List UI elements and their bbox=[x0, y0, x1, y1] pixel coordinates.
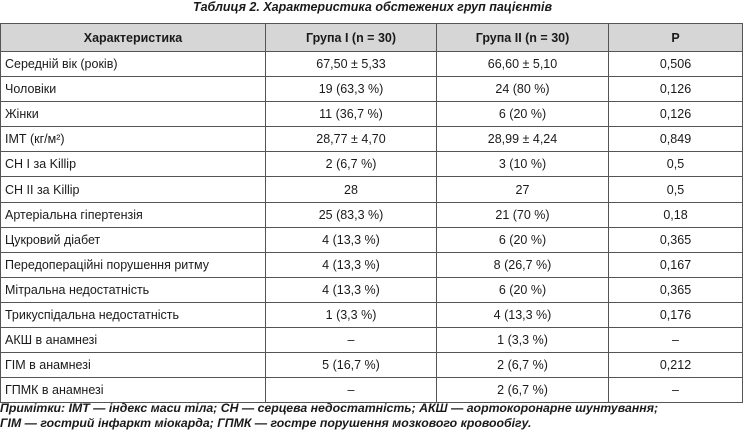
table-row: ІМТ (кг/м²) 28,77 ± 4,70 28,99 ± 4,24 0,… bbox=[0, 126, 743, 153]
p-value: 0,506 bbox=[608, 50, 743, 78]
p-value: 0,849 bbox=[608, 126, 743, 153]
row-label: Середній вік (років) bbox=[0, 50, 266, 78]
row-label: Мітральна недостатність bbox=[0, 276, 266, 303]
row-label: СН І за Killip bbox=[0, 151, 266, 178]
group-2-value: 8 (26,7 %) bbox=[436, 251, 609, 278]
row-label: АКШ в анамнезі bbox=[0, 327, 266, 354]
group-2-value: 28,99 ± 4,24 bbox=[436, 126, 609, 153]
table-row: Середній вік (років) 67,50 ± 5,33 66,60 … bbox=[0, 50, 743, 78]
group-1-value: 4 (13,3 %) bbox=[265, 251, 437, 278]
table-notes: Примітки: ІМТ — індекс маси тіла; СН — с… bbox=[0, 401, 745, 431]
group-2-value: 1 (3,3 %) bbox=[436, 327, 609, 354]
table-row: Мітральна недостатність 4 (13,3 %) 6 (20… bbox=[0, 276, 743, 303]
group-2-value: 3 (10 %) bbox=[436, 151, 609, 178]
table-row: Трикуспідальна недостатність 1 (3,3 %) 4… bbox=[0, 301, 743, 329]
row-label: Цукровий діабет bbox=[0, 226, 266, 253]
group-1-value: 4 (13,3 %) bbox=[265, 226, 437, 253]
p-value: 0,167 bbox=[608, 251, 743, 278]
group-1-value: 4 (13,3 %) bbox=[265, 276, 437, 303]
group-1-value: 25 (83,3 %) bbox=[265, 201, 437, 228]
group-1-value: – bbox=[265, 327, 437, 354]
row-label: Передопераційні порушення ритму bbox=[0, 251, 266, 278]
group-2-value: 6 (20 %) bbox=[436, 276, 609, 303]
p-value: – bbox=[608, 327, 743, 354]
row-label: ГІМ в анамнезі bbox=[0, 352, 266, 379]
p-value: 0,18 bbox=[608, 201, 743, 228]
table-row: Жінки 11 (36,7 %) 6 (20 %) 0,126 bbox=[0, 101, 743, 128]
table-header-row: Характеристика Група І (n = 30) Група ІІ… bbox=[0, 23, 743, 52]
p-value: – bbox=[608, 377, 743, 404]
group-2-value: 66,60 ± 5,10 bbox=[436, 50, 609, 78]
group-1-value: 19 (63,3 %) bbox=[265, 76, 437, 103]
group-2-value: 2 (6,7 %) bbox=[436, 352, 609, 379]
group-2-value: 6 (20 %) bbox=[436, 226, 609, 253]
table-row: ГІМ в анамнезі 5 (16,7 %) 2 (6,7 %) 0,21… bbox=[0, 352, 743, 379]
p-value: 0,5 bbox=[608, 151, 743, 178]
header-p-value: Р bbox=[608, 23, 743, 52]
group-1-value: 67,50 ± 5,33 bbox=[265, 50, 437, 78]
header-characteristic: Характеристика bbox=[0, 23, 266, 52]
group-1-value: 11 (36,7 %) bbox=[265, 101, 437, 128]
group-1-value: 28 bbox=[265, 176, 437, 203]
group-2-value: 4 (13,3 %) bbox=[436, 301, 609, 329]
group-1-value: 1 (3,3 %) bbox=[265, 301, 437, 329]
table-row: Цукровий діабет 4 (13,3 %) 6 (20 %) 0,36… bbox=[0, 226, 743, 253]
group-1-value: – bbox=[265, 377, 437, 404]
group-2-value: 27 bbox=[436, 176, 609, 203]
header-group-2: Група ІІ (n = 30) bbox=[436, 23, 609, 52]
row-label: СН ІІ за Killip bbox=[0, 176, 266, 203]
row-label: Артеріальна гіпертензія bbox=[0, 201, 266, 228]
group-2-value: 21 (70 %) bbox=[436, 201, 609, 228]
notes-line: Примітки: ІМТ — індекс маси тіла; СН — с… bbox=[0, 401, 659, 415]
group-2-value: 2 (6,7 %) bbox=[436, 377, 609, 404]
patient-characteristics-table: Характеристика Група І (n = 30) Група ІІ… bbox=[0, 23, 743, 404]
p-value: 0,126 bbox=[608, 101, 743, 128]
p-value: 0,365 bbox=[608, 226, 743, 253]
table-row: ГПМК в анамнезі – 2 (6,7 %) – bbox=[0, 377, 743, 404]
p-value: 0,5 bbox=[608, 176, 743, 203]
group-2-value: 24 (80 %) bbox=[436, 76, 609, 103]
group-1-value: 2 (6,7 %) bbox=[265, 151, 437, 178]
row-label: ІМТ (кг/м²) bbox=[0, 126, 266, 153]
group-1-value: 5 (16,7 %) bbox=[265, 352, 437, 379]
p-value: 0,365 bbox=[608, 276, 743, 303]
table-row: Чоловіки 19 (63,3 %) 24 (80 %) 0,126 bbox=[0, 76, 743, 103]
table-row: АКШ в анамнезі – 1 (3,3 %) – bbox=[0, 327, 743, 354]
table-row: СН ІІ за Killip 28 27 0,5 bbox=[0, 176, 743, 203]
notes-line: ГІМ — гострий інфаркт міокарда; ГПМК — г… bbox=[0, 416, 532, 430]
table-row: Артеріальна гіпертензія 25 (83,3 %) 21 (… bbox=[0, 201, 743, 228]
row-label: Трикуспідальна недостатність bbox=[0, 301, 266, 329]
group-1-value: 28,77 ± 4,70 bbox=[265, 126, 437, 153]
p-value: 0,212 bbox=[608, 352, 743, 379]
header-group-1: Група І (n = 30) bbox=[265, 23, 437, 52]
p-value: 0,176 bbox=[608, 301, 743, 329]
row-label: Чоловіки bbox=[0, 76, 266, 103]
group-2-value: 6 (20 %) bbox=[436, 101, 609, 128]
row-label: ГПМК в анамнезі bbox=[0, 377, 266, 404]
table-row: СН І за Killip 2 (6,7 %) 3 (10 %) 0,5 bbox=[0, 151, 743, 178]
table-caption: Таблиця 2. Характеристика обстежених гру… bbox=[192, 0, 553, 14]
p-value: 0,126 bbox=[608, 76, 743, 103]
row-label: Жінки bbox=[0, 101, 266, 128]
table-row: Передопераційні порушення ритму 4 (13,3 … bbox=[0, 251, 743, 278]
